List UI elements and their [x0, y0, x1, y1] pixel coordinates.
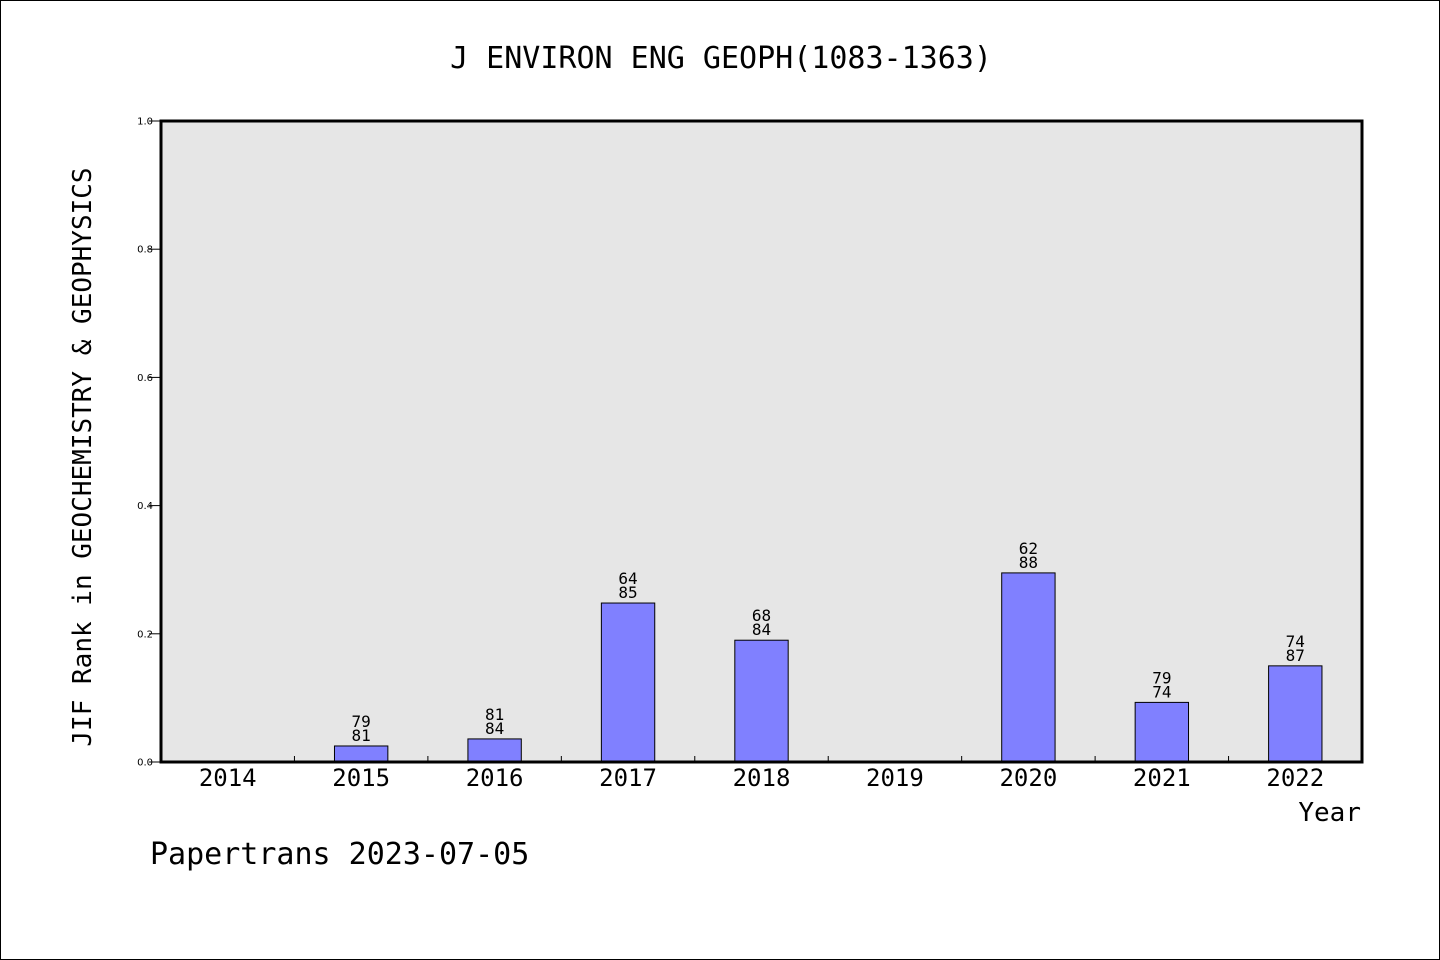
bar-2020	[1001, 572, 1056, 763]
bar-label-top: 68	[752, 606, 771, 625]
bar-2021	[1134, 701, 1190, 763]
bar-label-bottom: 81	[352, 726, 371, 745]
y-tick-label: 0.8	[137, 245, 153, 256]
footer-credit: Papertrans 2023-07-05	[150, 837, 529, 872]
x-tick-label: 2020	[999, 764, 1057, 792]
x-tick-label: 2019	[866, 764, 924, 792]
bar-label-bottom: 84	[485, 719, 504, 738]
bar-label-top: 81	[485, 705, 504, 724]
x-tick-label: 2016	[466, 764, 524, 792]
bar-label-bottom: 88	[1019, 553, 1038, 572]
y-tick-label: 0.4	[137, 501, 153, 512]
bar-label-bottom: 84	[752, 620, 771, 639]
bar-2022	[1268, 665, 1323, 763]
bar-series	[333, 572, 1323, 763]
y-tick-label: 0.2	[137, 629, 153, 640]
x-tick-label: 2015	[332, 764, 390, 792]
bar-label-bottom: 87	[1286, 646, 1305, 665]
y-tick-label: 0.0	[137, 758, 153, 769]
x-tick-label: 2021	[1133, 764, 1191, 792]
bar-2015	[333, 745, 389, 763]
bar-2017	[600, 602, 656, 763]
bar-label-top: 79	[352, 712, 371, 731]
bar-label-bottom: 74	[1152, 682, 1171, 701]
bar-2016	[467, 738, 522, 763]
bar-label-top: 74	[1286, 632, 1305, 651]
bar-2018	[734, 639, 789, 763]
y-axis-label: JIF Rank in GEOCHEMISTRY & GEOPHYSICS	[68, 167, 98, 746]
x-axis-label: Year	[1298, 798, 1361, 828]
x-tick-label: 2022	[1266, 764, 1324, 792]
bar-label-bottom: 85	[618, 583, 637, 602]
x-axis-ticks: 2014 2015 2016 2017 2018 2019 2020 2021 2022	[199, 756, 1324, 792]
y-tick-label: 1.0	[137, 117, 153, 128]
y-axis-ticks: 0.0 0.2 0.4 0.6 0.8 1.0	[137, 117, 161, 769]
bar-label-top: 64	[618, 569, 637, 588]
chart-title: J ENVIRON ENG GEOPH(1083-1363)	[450, 41, 992, 76]
bar-label-top: 62	[1019, 539, 1038, 558]
x-tick-label: 2018	[733, 764, 791, 792]
bar-label-top: 79	[1152, 668, 1171, 687]
y-tick-label: 0.6	[137, 373, 153, 384]
x-tick-label: 2017	[599, 764, 657, 792]
x-tick-label: 2014	[199, 764, 257, 792]
plot-border	[159, 119, 1364, 764]
